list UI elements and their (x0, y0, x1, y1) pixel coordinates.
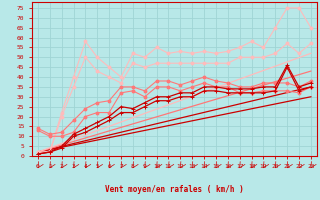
X-axis label: Vent moyen/en rafales ( km/h ): Vent moyen/en rafales ( km/h ) (105, 185, 244, 194)
